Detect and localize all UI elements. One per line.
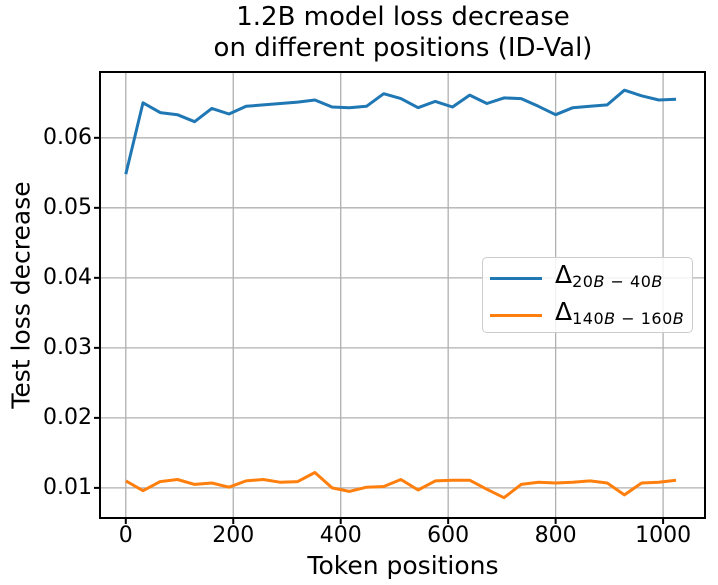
y-tick-label: 0.05 xyxy=(43,194,92,220)
y-tick-label: 0.04 xyxy=(43,264,92,290)
legend-entry-140B-160B: Δ140B − 160B xyxy=(490,297,684,334)
legend-label: Δ20B − 40B xyxy=(555,260,663,297)
legend-line-sample-blue xyxy=(490,276,542,281)
axes-spines xyxy=(99,71,706,519)
delta-symbol: Δ xyxy=(555,260,573,289)
chart-title-line2: on different positions (ID-Val) xyxy=(213,33,593,63)
series-line-delta-140B-160B xyxy=(125,471,677,500)
chart-title-line1: 1.2B model loss decrease xyxy=(236,2,570,32)
y-tick-label: 0.02 xyxy=(43,404,92,430)
x-axis-label: Token positions xyxy=(307,551,499,580)
x-tick-label: 800 xyxy=(534,523,577,548)
x-tick-label: 600 xyxy=(427,523,470,548)
y-tick-label: 0.03 xyxy=(43,334,92,360)
y-tick-label: 0.01 xyxy=(43,474,92,500)
legend: Δ20B − 40B Δ140B − 160B xyxy=(482,257,693,333)
legend-entry-20B-40B: Δ20B − 40B xyxy=(490,260,684,297)
x-tick-label: 200 xyxy=(212,523,255,548)
legend-label: Δ140B − 160B xyxy=(555,297,684,334)
legend-line-sample-orange xyxy=(490,313,542,318)
series-line-delta-20B-40B xyxy=(124,88,677,175)
x-tick-label: 1000 xyxy=(635,523,692,548)
x-tick-label: 0 xyxy=(118,523,133,548)
x-tick-label: 400 xyxy=(319,523,362,548)
legend-subscript: 20B − 40B xyxy=(572,272,663,291)
y-tick-label: 0.06 xyxy=(43,124,92,150)
legend-subscript: 140B − 160B xyxy=(572,309,685,328)
delta-symbol: Δ xyxy=(555,297,573,326)
chart-title: 1.2B model loss decrease on different po… xyxy=(100,2,706,64)
